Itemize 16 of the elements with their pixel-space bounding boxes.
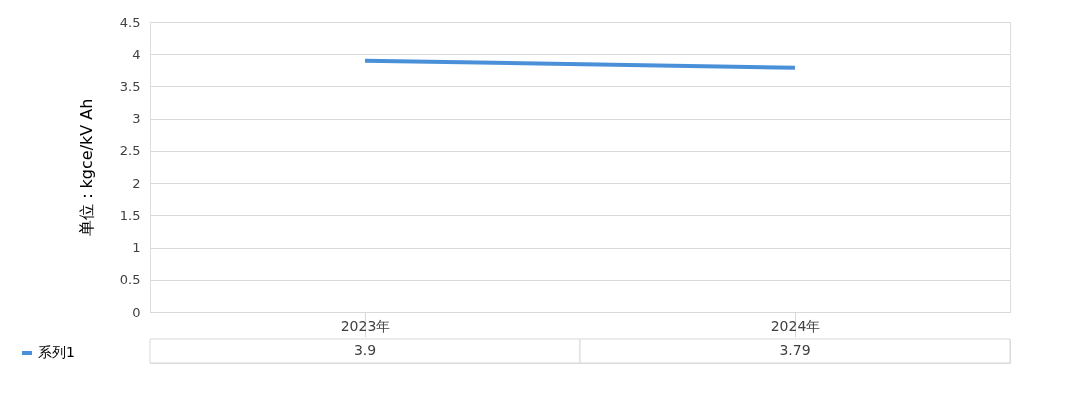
y-tick-label: 0.5 — [119, 272, 141, 288]
y-tick-label: 4 — [132, 46, 141, 62]
y-tick-label: 3 — [132, 111, 141, 127]
y-tick-label: 1.5 — [119, 207, 141, 223]
y-tick-label: 2.5 — [119, 143, 141, 159]
x-tick-label: 2023年 — [340, 317, 391, 334]
y-tick-label: 4.5 — [119, 14, 141, 30]
y-tick-label: 0 — [132, 304, 141, 320]
legend-label: 系列1 — [38, 344, 75, 360]
y-axis-title: 单位：kgce/kV Ah — [76, 98, 96, 237]
x-tick-label: 2024年 — [770, 317, 821, 334]
y-tick-label: 2 — [132, 175, 141, 191]
y-tick-label: 3.5 — [119, 78, 141, 94]
data-label: 3.79 — [779, 342, 811, 358]
y-tick-label: 1 — [132, 240, 141, 256]
data-label: 3.9 — [353, 342, 377, 358]
